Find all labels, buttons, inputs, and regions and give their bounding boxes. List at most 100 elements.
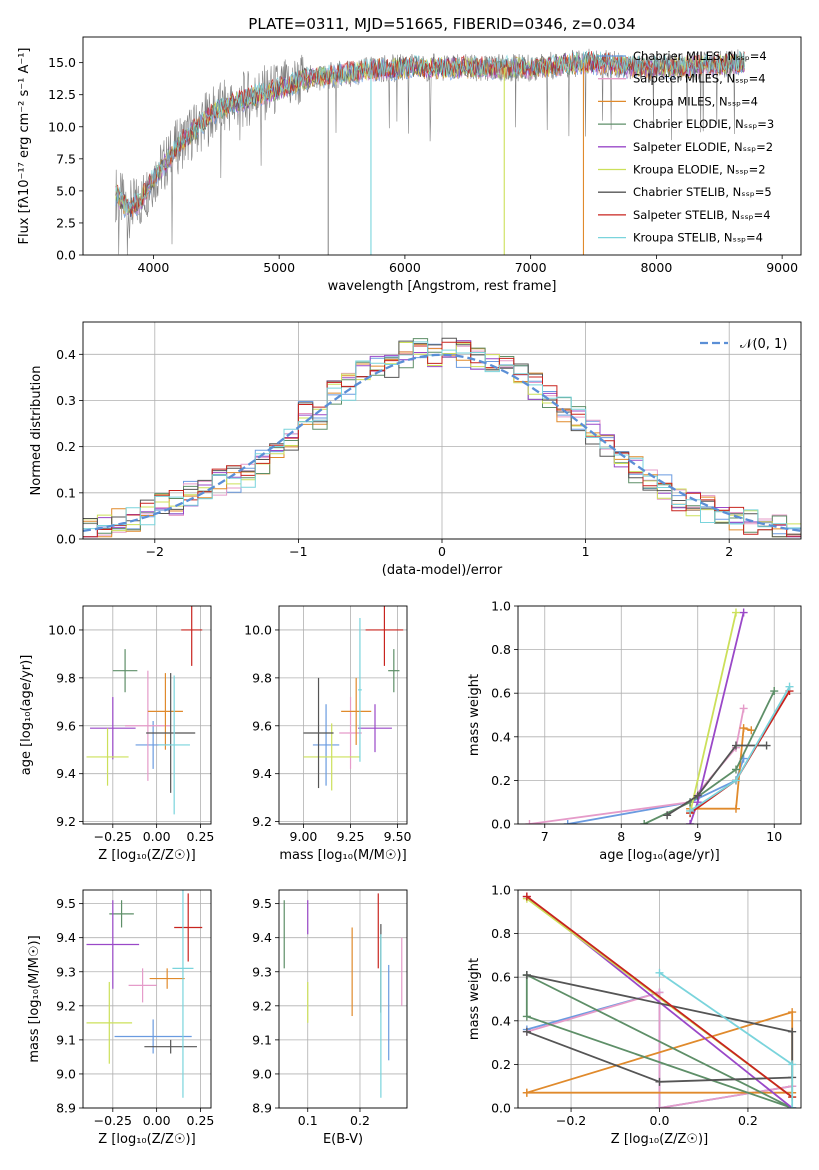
weight-marker: [739, 704, 748, 713]
x-tick-label: 9: [694, 829, 702, 844]
y-tick-label: 9.4: [252, 766, 272, 781]
y-tick-label: 0.6: [491, 970, 511, 985]
x-tick-label: 6000: [389, 260, 421, 275]
x-tick-label: 9.50: [384, 829, 412, 844]
x-tick-label: 0.00: [143, 1113, 171, 1128]
weight-marker: [655, 1077, 664, 1086]
y-tick-label: 7.5: [56, 151, 76, 166]
axes-frame: [82, 36, 802, 256]
x-tick-label: 0.25: [187, 1113, 215, 1128]
x-tick-label: 0: [438, 544, 446, 559]
y-tick-label: 10.0: [244, 622, 272, 637]
y-tick-label: 9.6: [252, 718, 272, 733]
mass-weight-vs-age-axes: 7 8 9 10 0.0 0.2 0.4 0.6 0.8 1.0 age [log₁₀(age/yr…: [467, 599, 802, 863]
weight-line: [658, 972, 794, 1108]
x-tick-label: 0.0: [650, 1113, 670, 1128]
x-tick-label: 9.00: [290, 829, 318, 844]
y-tick-label: 1.0: [491, 883, 511, 898]
y-tick-label: 0.1: [56, 485, 76, 500]
y-tick-label: 8.9: [56, 1101, 76, 1116]
spectrum-axes: 4000 5000 6000 7000 8000 9000 0.0 2.5 5.0 7.5 10.0…: [17, 36, 802, 294]
residual-histogram-axes: −2 −1 0 1 2 0.0 0.1 0.2 0.3 0.4 (data-model)/error…: [29, 321, 802, 578]
x-tick-label: 7000: [515, 260, 547, 275]
spectrum-data-line: [115, 48, 745, 255]
y-tick-label: 0.8: [491, 926, 511, 941]
weight-marker: [731, 608, 740, 617]
weight-marker: [788, 1008, 797, 1017]
weight-marker: [522, 892, 531, 901]
y-tick-label: 9.1: [56, 1032, 76, 1047]
mass-vs-metallicity-axes: −0.25 0.00 0.25 8.9 9.0 9.1 9.2 9.3 9.4 9.5 Z [log…: [27, 889, 215, 1147]
legend-label: Chabrier STELIB, Nₛₛₚ=5: [633, 185, 772, 199]
weight-line: [526, 991, 793, 1108]
weight-line: [525, 974, 793, 1108]
weight-marker: [563, 820, 572, 824]
histograms: [83, 337, 801, 538]
y-tick-label: 0.2: [491, 1057, 511, 1072]
spectrum-legend: Chabrier MILES, Nₛₛₚ=4 Salpeter MILES, Nₛ…: [598, 49, 774, 245]
y-tick-label: 0.2: [56, 439, 76, 454]
x-tick-label: 8: [617, 829, 625, 844]
weight-marker: [731, 765, 740, 774]
y-axis-label: mass weight: [467, 958, 482, 1040]
y-axis-label: Normed distribution: [29, 366, 44, 496]
x-tick-label: 5000: [263, 260, 295, 275]
axes-frame: [278, 889, 408, 1109]
y-tick-label: 9.2: [56, 814, 76, 829]
x-tick-label: 0.25: [187, 829, 215, 844]
y-tick-label: 9.6: [56, 718, 76, 733]
x-tick-label: 0.1: [298, 1113, 318, 1128]
axes-frame: [82, 605, 212, 825]
age-vs-mass-axes: 9.00 9.25 9.50 9.2 9.4 9.6 9.8 10.0 mass [log₁₀(…: [244, 605, 412, 863]
x-tick-label: 0.2: [350, 1113, 370, 1128]
age-vs-metallicity-axes: −0.25 0.00 0.25 9.2 9.4 9.6 9.8 10.0 Z [log₁₀(Z/…: [19, 605, 215, 863]
weight-marker: [655, 1104, 664, 1108]
y-tick-label: 9.8: [252, 670, 272, 685]
y-tick-label: 9.1: [252, 1032, 272, 1047]
y-axis-label: Flux [fλ10⁻¹⁷ erg cm⁻² s⁻¹ A⁻¹]: [17, 48, 32, 245]
legend-label: Chabrier ELODIE, Nₛₛₚ=3: [633, 117, 774, 131]
weight-marker: [739, 608, 748, 617]
x-axis-label: Z [log₁₀(Z/Z☉)]: [98, 848, 195, 863]
weight-marker: [731, 804, 740, 813]
x-tick-label: 7: [541, 829, 549, 844]
x-tick-label: −0.25: [94, 829, 132, 844]
weight-marker: [731, 741, 740, 750]
weight-line: [529, 708, 745, 824]
x-tick-label: 4000: [138, 260, 170, 275]
y-axis-label: mass weight: [467, 674, 482, 756]
weight-marker: [788, 1027, 797, 1036]
x-axis-label: Z [log₁₀(Z/Z☉)]: [98, 1132, 195, 1147]
weight-marker: [770, 687, 779, 696]
legend-label: Kroupa STELIB, Nₛₛₚ=4: [633, 231, 763, 245]
y-tick-label: 12.5: [48, 87, 76, 102]
mass-weight-vs-metallicity-axes: −0.2 0.0 0.2 0.0 0.2 0.4 0.6 0.8 1.0 Z [log₁₀(Z/Z…: [467, 883, 802, 1147]
x-axis-label: wavelength [Angstrom, rest frame]: [328, 279, 557, 294]
x-axis-label: Z [log₁₀(Z/Z☉)]: [611, 1132, 708, 1147]
y-tick-label: 9.5: [56, 896, 76, 911]
y-tick-label: 0.4: [491, 1013, 511, 1028]
weight-marker: [522, 1012, 531, 1021]
weight-marker: [788, 1060, 797, 1069]
y-tick-label: 9.0: [252, 1066, 272, 1081]
weight-marker: [663, 811, 672, 820]
axes-frame: [278, 605, 408, 825]
x-tick-label: −0.2: [556, 1113, 586, 1128]
y-tick-label: 10.0: [48, 119, 76, 134]
weight-marker: [762, 741, 771, 750]
figure-title: PLATE=0311, MJD=51665, FIBERID=0346, z=0…: [248, 15, 635, 33]
weight-marker: [655, 988, 664, 997]
y-tick-label: 0.0: [491, 1101, 511, 1116]
x-tick-label: 0.2: [738, 1113, 758, 1128]
model-fit-line: [115, 50, 745, 214]
y-tick-label: 0.0: [491, 817, 511, 832]
weight-line: [567, 758, 745, 824]
x-axis-label: E(B-V): [323, 1132, 363, 1147]
errorbars: [86, 606, 203, 815]
legend-label: Chabrier MILES, Nₛₛₚ=4: [633, 49, 767, 63]
y-tick-label: 9.3: [252, 964, 272, 979]
x-tick-label: −1: [289, 544, 307, 559]
x-tick-label: −2: [146, 544, 164, 559]
y-tick-label: 0.0: [56, 532, 76, 547]
weight-lines: [525, 608, 794, 824]
